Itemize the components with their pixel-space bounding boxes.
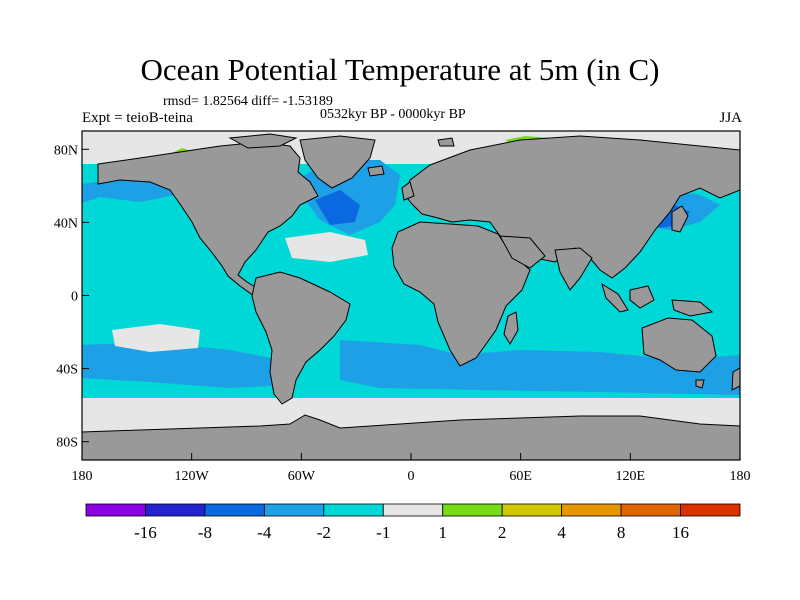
- colorbar-swatch: [145, 503, 206, 517]
- land-north-america: [97, 141, 319, 301]
- colorbar-label: -8: [198, 523, 212, 542]
- colorbar-swatch: [323, 503, 384, 517]
- colorbar-label: -1: [376, 523, 390, 542]
- colorbar-swatch: [680, 503, 741, 517]
- y-tick-label: 0: [71, 290, 78, 305]
- land-masses: [82, 133, 740, 460]
- x-tick-label: 120W: [175, 469, 210, 484]
- x-tick-label: 60E: [509, 469, 532, 484]
- x-tick-label: 120E: [616, 469, 646, 484]
- x-tick-label: 0: [408, 469, 415, 484]
- colorbar-label: 1: [438, 523, 447, 542]
- land-africa: [391, 221, 531, 367]
- colorbar-swatch: [263, 503, 325, 517]
- colorbar-swatch: [204, 503, 265, 517]
- land-arctic-islands: [228, 133, 298, 149]
- map-plot-area: [82, 131, 740, 460]
- colorbar-label: 16: [672, 523, 689, 542]
- land-new-guinea: [671, 299, 714, 317]
- y-tick-label: 40N: [54, 216, 78, 231]
- period-label: 0532kyr BP - 0000kyr BP: [320, 107, 466, 122]
- land-svalbard: [437, 137, 455, 147]
- land-india: [554, 247, 593, 291]
- land-south-america: [251, 271, 351, 405]
- land-britain: [401, 181, 415, 201]
- colorbar-swatch: [85, 503, 146, 517]
- colorbar: -16 -8 -4 -2 -1 1 2 4 8 16: [85, 503, 741, 542]
- colorbar-label: 8: [617, 523, 626, 542]
- stats-label: rmsd= 1.82564 diff= -1.53189: [163, 94, 333, 109]
- land-iceland: [367, 165, 385, 177]
- anomaly-southern-cold: [340, 340, 740, 395]
- land-tasmania: [695, 379, 705, 389]
- colorbar-swatch: [382, 503, 444, 517]
- colorbar-swatch: [501, 503, 563, 517]
- y-axis: 80N 40N 0 40S 80S: [54, 143, 89, 451]
- colorbar-label: -4: [257, 523, 272, 542]
- land-eurasia: [403, 135, 740, 279]
- y-tick-label: 40S: [56, 363, 78, 378]
- colorbar-label: 4: [557, 523, 566, 542]
- colorbar-swatch: [620, 503, 681, 517]
- map-title: Ocean Potential Temperature at 5m (in C): [140, 52, 660, 87]
- land-arabia: [499, 235, 546, 269]
- x-tick-label: 60W: [288, 469, 316, 484]
- experiment-label: Expt = teioB-teina: [82, 110, 193, 126]
- anomaly-south-pacific-cold: [82, 342, 290, 388]
- x-tick-label: 180: [730, 469, 751, 484]
- y-tick-label: 80N: [54, 143, 78, 158]
- land-borneo: [629, 285, 655, 309]
- land-australia: [641, 317, 717, 373]
- land-sumatra: [601, 282, 629, 313]
- anomaly-north-atlantic-neutral: [285, 232, 368, 262]
- land-japan: [671, 205, 689, 233]
- land-greenland: [299, 135, 376, 189]
- colorbar-label: 2: [498, 523, 507, 542]
- land-new-zealand: [731, 367, 740, 391]
- season-label: JJA: [719, 110, 742, 126]
- land-antarctica: [82, 414, 740, 460]
- land-madagascar: [503, 311, 519, 345]
- colorbar-swatch: [561, 503, 622, 517]
- x-tick-label: 180: [72, 469, 93, 484]
- colorbar-label: -16: [134, 523, 157, 542]
- anomaly-south-pacific-neutral: [112, 324, 200, 352]
- anomaly-gulfstream-cold: [315, 190, 360, 225]
- y-tick-label: 80S: [56, 436, 78, 451]
- x-axis: 180 120W 60W 0 60E 120E 180: [72, 453, 751, 484]
- colorbar-label: -2: [317, 523, 331, 542]
- colorbar-swatch: [442, 503, 503, 517]
